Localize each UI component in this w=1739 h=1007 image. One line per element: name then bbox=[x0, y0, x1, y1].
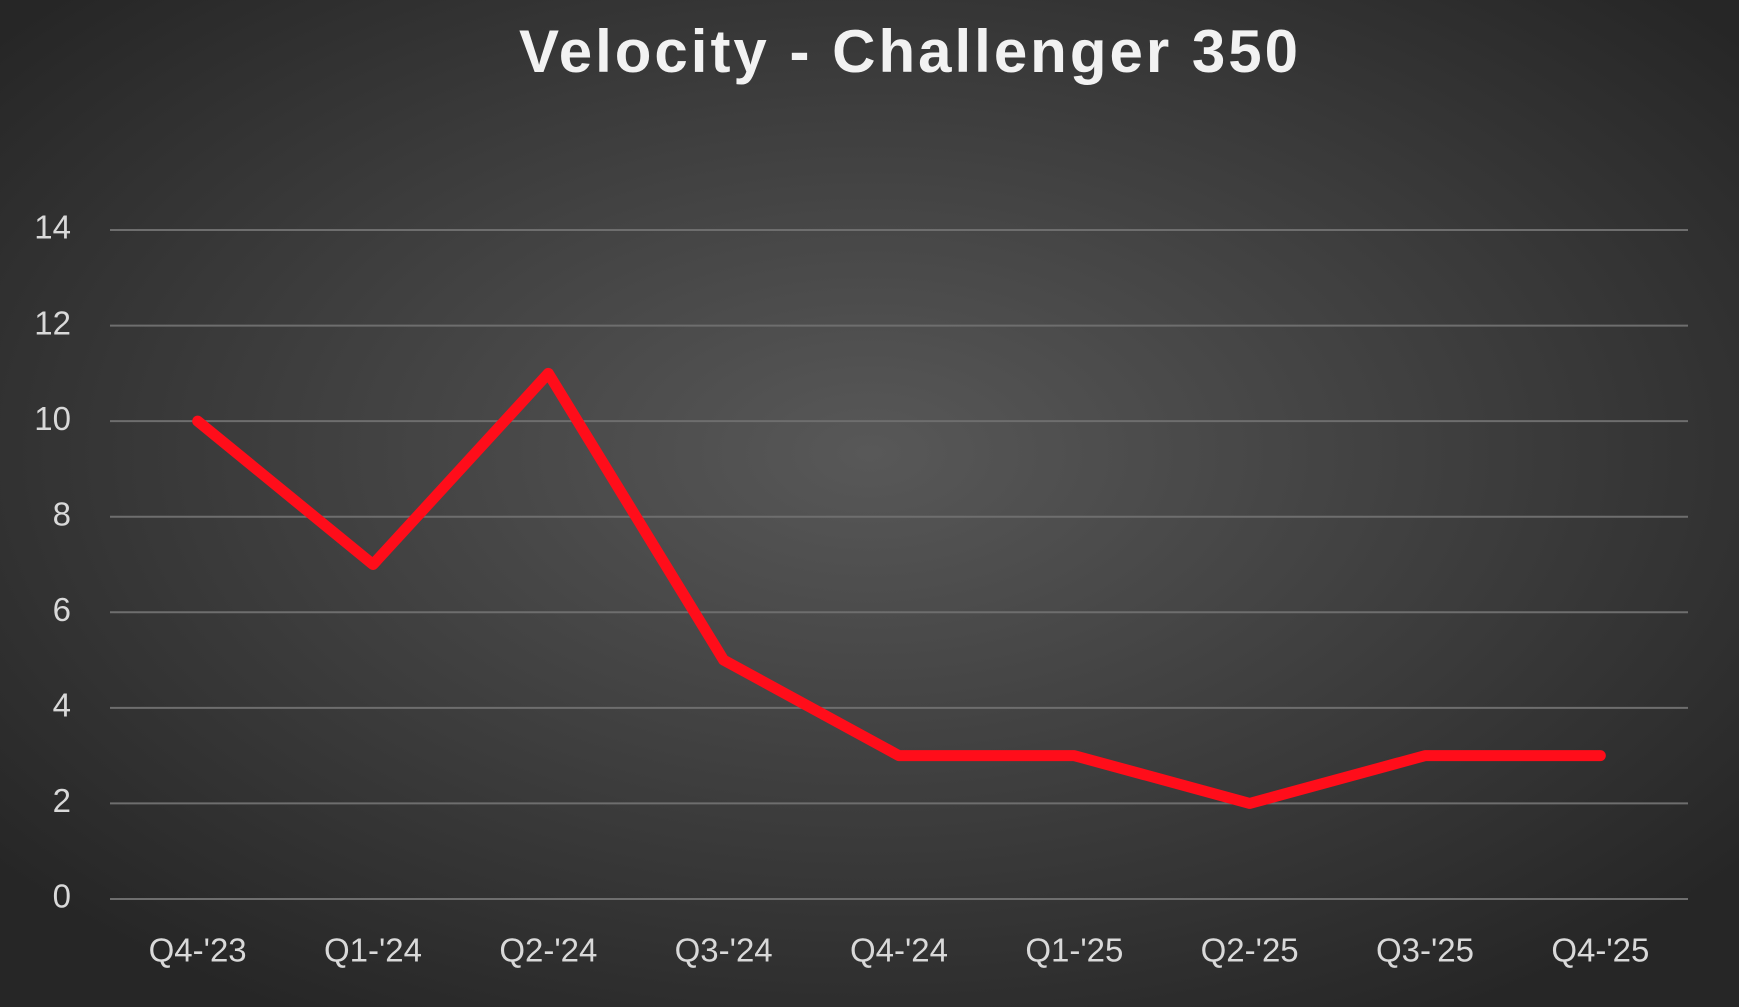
y-tick-label: 8 bbox=[53, 495, 71, 532]
y-tick-label: 4 bbox=[53, 687, 71, 724]
y-tick-label: 2 bbox=[53, 782, 71, 819]
x-tick-label: Q3-'24 bbox=[675, 932, 773, 969]
x-tick-label: Q3-'25 bbox=[1376, 932, 1474, 969]
x-tick-label: Q4-'25 bbox=[1551, 932, 1649, 969]
x-tick-label: Q2-'25 bbox=[1201, 932, 1299, 969]
x-tick-label: Q1-'25 bbox=[1025, 932, 1123, 969]
chart-title: Velocity - Challenger 350 bbox=[519, 18, 1301, 85]
x-tick-label: Q4-'23 bbox=[149, 932, 247, 969]
y-tick-label: 12 bbox=[34, 304, 71, 341]
y-tick-label: 10 bbox=[34, 400, 71, 437]
y-tick-label: 6 bbox=[53, 591, 71, 628]
x-tick-label: Q1-'24 bbox=[324, 932, 422, 969]
x-tick-label: Q2-'24 bbox=[499, 932, 597, 969]
data-line bbox=[192, 367, 1606, 809]
x-tick-label: Q4-'24 bbox=[850, 932, 948, 969]
y-tick-label: 14 bbox=[34, 209, 71, 246]
y-tick-label: 0 bbox=[53, 878, 71, 915]
